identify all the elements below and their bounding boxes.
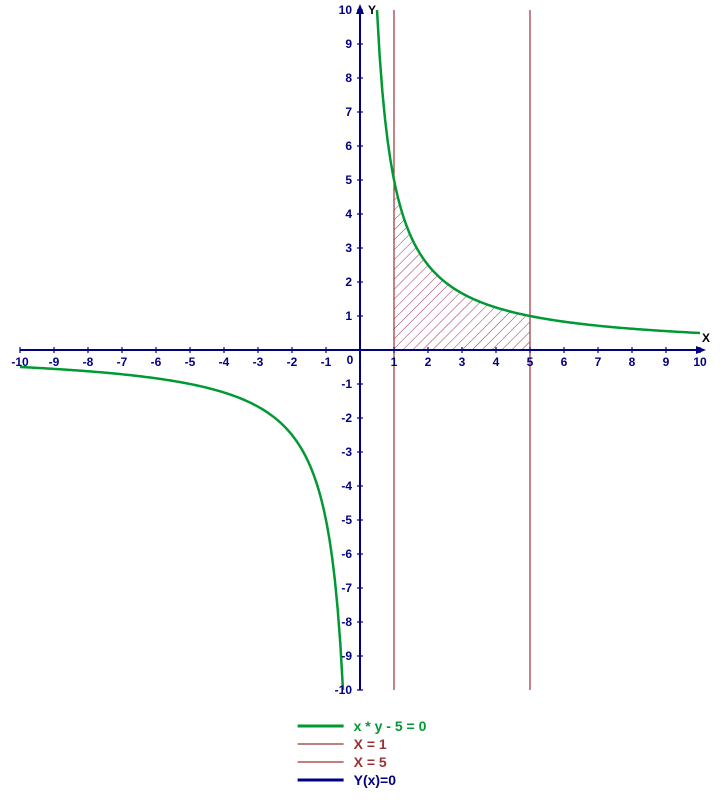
svg-text:-9: -9 (341, 649, 352, 663)
svg-text:9: 9 (663, 355, 670, 369)
svg-text:-9: -9 (49, 355, 60, 369)
svg-text:-2: -2 (341, 411, 352, 425)
svg-text:5: 5 (345, 173, 352, 187)
svg-text:10: 10 (339, 3, 353, 17)
svg-text:-1: -1 (321, 355, 332, 369)
svg-text:7: 7 (595, 355, 602, 369)
svg-text:2: 2 (345, 275, 352, 289)
svg-text:-10: -10 (335, 683, 353, 697)
svg-text:4: 4 (345, 207, 352, 221)
svg-text:9: 9 (345, 37, 352, 51)
svg-text:2: 2 (425, 355, 432, 369)
svg-text:1: 1 (391, 355, 398, 369)
svg-text:5: 5 (527, 355, 534, 369)
svg-text:-7: -7 (117, 355, 128, 369)
legend-swatch (296, 773, 346, 787)
svg-text:7: 7 (345, 105, 352, 119)
legend-row: X = 5 (296, 754, 427, 770)
legend-row: x * y - 5 = 0 (296, 718, 427, 734)
svg-text:8: 8 (345, 71, 352, 85)
svg-text:-6: -6 (341, 547, 352, 561)
svg-text:-5: -5 (341, 513, 352, 527)
svg-text:-3: -3 (253, 355, 264, 369)
plot-svg: -10-9-8-7-6-5-4-3-2-1012345678910-10-9-8… (0, 0, 722, 700)
svg-text:-1: -1 (341, 377, 352, 391)
svg-text:-5: -5 (185, 355, 196, 369)
legend-label: x * y - 5 = 0 (354, 718, 427, 734)
svg-text:X: X (702, 331, 710, 345)
svg-text:10: 10 (693, 355, 707, 369)
legend-label: Y(x)=0 (354, 772, 396, 788)
svg-text:8: 8 (629, 355, 636, 369)
svg-text:0: 0 (347, 353, 354, 367)
legend-swatch (296, 737, 346, 751)
svg-text:-3: -3 (341, 445, 352, 459)
legend-row: X = 1 (296, 736, 427, 752)
svg-text:-2: -2 (287, 355, 298, 369)
svg-text:-8: -8 (341, 615, 352, 629)
svg-text:-6: -6 (151, 355, 162, 369)
legend-label: X = 1 (354, 736, 387, 752)
svg-text:4: 4 (493, 355, 500, 369)
svg-text:-7: -7 (341, 581, 352, 595)
legend-label: X = 5 (354, 754, 387, 770)
svg-text:6: 6 (561, 355, 568, 369)
svg-text:6: 6 (345, 139, 352, 153)
svg-text:3: 3 (345, 241, 352, 255)
legend: x * y - 5 = 0 X = 1 X = 5 Y(x)=0 (296, 716, 427, 790)
chart-container: -10-9-8-7-6-5-4-3-2-1012345678910-10-9-8… (0, 0, 722, 800)
svg-text:-10: -10 (11, 355, 29, 369)
legend-swatch (296, 719, 346, 733)
legend-swatch (296, 755, 346, 769)
svg-text:-4: -4 (219, 355, 230, 369)
svg-text:-4: -4 (341, 479, 352, 493)
legend-row: Y(x)=0 (296, 772, 427, 788)
svg-text:1: 1 (345, 309, 352, 323)
svg-text:Y: Y (368, 3, 376, 17)
svg-text:3: 3 (459, 355, 466, 369)
svg-text:-8: -8 (83, 355, 94, 369)
